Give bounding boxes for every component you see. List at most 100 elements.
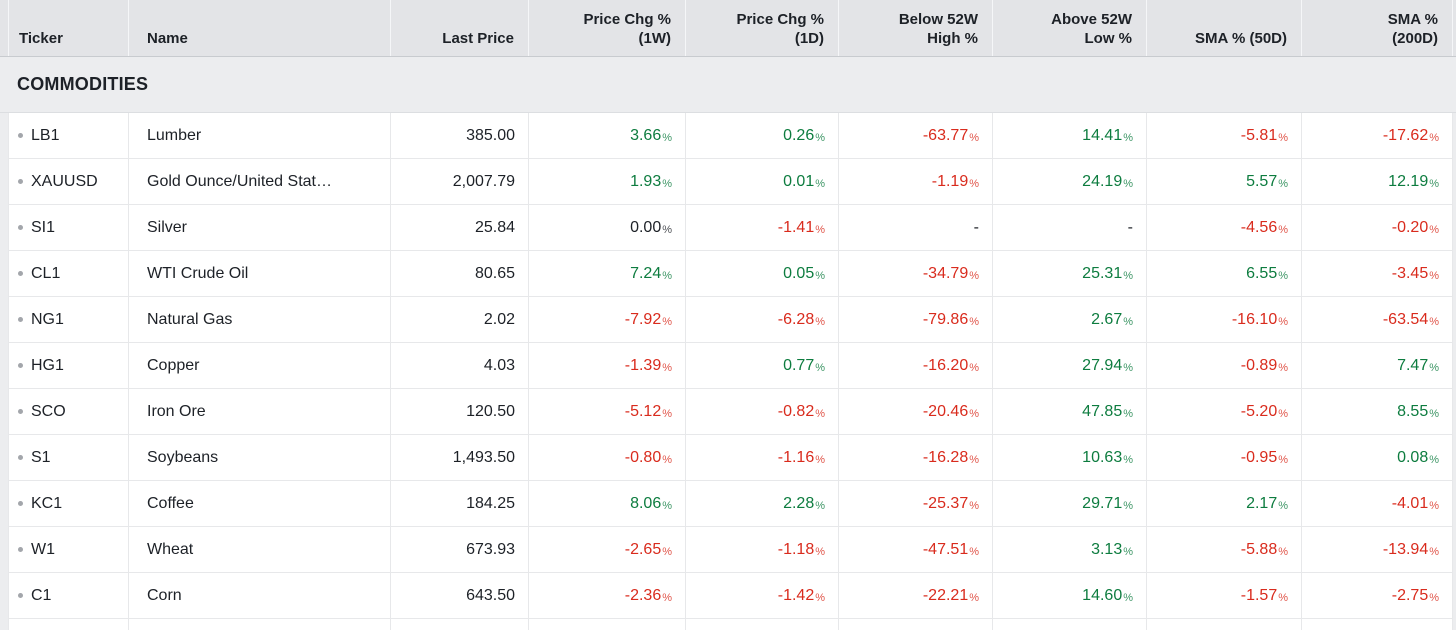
ticker-cell[interactable]: NG1 [8, 297, 128, 343]
price-chg-1d-cell: -1.41% [685, 205, 838, 251]
percent-sign: % [662, 315, 672, 328]
percent-sign: % [1429, 499, 1439, 512]
column-header-price-chg-1d[interactable]: Price Chg % (1D) [685, 0, 838, 56]
table-row-lb1[interactable]: LB1 Lumber 385.00 3.66% 0.26% -63.77% 14.41% -5… [0, 113, 1456, 159]
pct-value: -1.57 [1240, 586, 1278, 604]
table-row-s1[interactable]: S1 Soybeans 1,493.50 -0.80% -1.16% -16.28% 10.… [0, 435, 1456, 481]
ticker-label: S1 [31, 448, 51, 466]
below-52w-high-cell: -20.46% [838, 389, 992, 435]
pct-value: -1.19 [931, 172, 969, 190]
column-header-label: Above 52W Low % [1051, 11, 1132, 47]
ticker-cell[interactable]: HG1 [8, 343, 128, 389]
below-52w-high-cell: - [838, 205, 992, 251]
last-price: 2.02 [483, 310, 515, 328]
pct-value: 12.19 [1388, 172, 1429, 190]
percent-sign: % [1123, 499, 1133, 512]
pct-value: -16.28 [922, 448, 969, 466]
ticker-label: CL1 [31, 264, 61, 282]
sma-200d-cell: 7.47% [1301, 343, 1453, 389]
percent-sign: % [1278, 453, 1288, 466]
last-price: 4.03 [483, 356, 515, 374]
column-header-above-52w-low[interactable]: Above 52W Low % [992, 0, 1146, 56]
above-52w-low-cell: 25.31% [992, 251, 1146, 297]
column-header-sma-200d[interactable]: SMA % (200D) [1301, 0, 1453, 56]
pct-value: 29.71 [1082, 494, 1123, 512]
percent-sign: % [1278, 223, 1288, 236]
last-price: 80.65 [474, 264, 515, 282]
table-row-hg1[interactable]: HG1 Copper 4.03 -1.39% 0.77% -16.20% 27.94% -0.… [0, 343, 1456, 389]
last-price-cell: 2.02 [390, 297, 528, 343]
percent-sign: % [1123, 453, 1133, 466]
instrument-name: Silver [147, 218, 188, 236]
below-52w-high-cell: -22.21% [838, 573, 992, 619]
ticker-label: XAUUSD [31, 172, 98, 190]
pct-value: -0.80 [624, 448, 662, 466]
table-row-xauusd[interactable]: XAUUSD Gold Ounce/United Stat… 2,007.79 1.9… [0, 159, 1456, 205]
column-header-sma-50d[interactable]: SMA % (50D) [1146, 0, 1301, 56]
price-chg-1w-cell: 0.00% [528, 205, 685, 251]
instrument-name: Lumber [147, 126, 202, 144]
ticker-label: LB1 [31, 126, 60, 144]
table-row-cl1[interactable]: CL1 WTI Crude Oil 80.65 7.24% 0.05% -34.79% 25… [0, 251, 1456, 297]
ticker-cell[interactable]: XAUUSD [8, 159, 128, 205]
table-row-w1[interactable]: W1 Wheat 673.93 -2.65% -1.18% -47.51% 3.13% -5.… [0, 527, 1456, 573]
pct-value: 3.66 [630, 126, 662, 144]
price-chg-1d-cell: -1.42% [685, 573, 838, 619]
pct-value: -47.51 [922, 540, 969, 558]
instrument-name: Coffee [147, 494, 194, 512]
price-chg-1d-cell: 2.28% [685, 481, 838, 527]
pct-value: -0.82 [777, 402, 815, 420]
ticker-cell[interactable]: KC1 [8, 481, 128, 527]
price-chg-1d-cell: 0.05% [685, 251, 838, 297]
column-header-below-52w-high[interactable]: Below 52W High % [838, 0, 992, 56]
column-header-name[interactable]: Name [128, 0, 390, 56]
column-header-last-price[interactable]: Last Price [390, 0, 528, 56]
ticker-cell[interactable]: S1 [8, 435, 128, 481]
ticker-cell[interactable]: CL1 [8, 251, 128, 297]
table-row-si1[interactable]: SI1 Silver 25.84 0.00% -1.41% - - -4.56% -0.20% [0, 205, 1456, 251]
price-chg-1d-cell: 0.77% [685, 343, 838, 389]
above-52w-low-cell: - [992, 205, 1146, 251]
pct-value: 14.60 [1082, 586, 1123, 604]
section-title: COMMODITIES [17, 74, 149, 94]
percent-sign: % [969, 545, 979, 558]
percent-sign: % [1429, 361, 1439, 374]
table-row-ng1[interactable]: NG1 Natural Gas 2.02 -7.92% -6.28% -79.86% 2.6… [0, 297, 1456, 343]
pct-value: -5.88 [1240, 540, 1278, 558]
instrument-name-cell: Coffee [128, 481, 390, 527]
column-header-price-chg-1w[interactable]: Price Chg % (1W) [528, 0, 685, 56]
instrument-name-cell: WTI Crude Oil [128, 251, 390, 297]
pct-value: -17.62 [1382, 126, 1429, 144]
ticker-cell[interactable]: C1 [8, 573, 128, 619]
instrument-name-cell: Iron Ore [128, 389, 390, 435]
ticker-cell[interactable]: SCO [8, 389, 128, 435]
table-row-c1[interactable]: C1 Corn 643.50 -2.36% -1.42% -22.21% 14.60% -1.… [0, 573, 1456, 619]
percent-sign: % [815, 361, 825, 374]
empty-cell [390, 619, 528, 630]
pct-value: -2.75 [1391, 586, 1429, 604]
left-gutter [0, 481, 8, 527]
table-row-sco[interactable]: SCO Iron Ore 120.50 -5.12% -0.82% -20.46% 47.8… [0, 389, 1456, 435]
column-header-ticker[interactable]: Ticker [8, 0, 128, 56]
below-52w-high-cell: -16.20% [838, 343, 992, 389]
percent-sign: % [969, 269, 979, 282]
percent-sign: % [1429, 223, 1439, 236]
pct-value: -1.42 [777, 586, 815, 604]
ticker-cell[interactable]: SI1 [8, 205, 128, 251]
table-row-kc1[interactable]: KC1 Coffee 184.25 8.06% 2.28% -25.37% 29.71% 2.… [0, 481, 1456, 527]
pct-value: -79.86 [922, 310, 969, 328]
percent-sign: % [1123, 315, 1133, 328]
percent-sign: % [1429, 315, 1439, 328]
percent-sign: % [969, 361, 979, 374]
sma-50d-cell: -1.57% [1146, 573, 1301, 619]
instrument-name: Natural Gas [147, 310, 233, 328]
instrument-name: Soybeans [147, 448, 219, 466]
left-gutter [0, 113, 8, 159]
column-header-label: Price Chg % (1D) [736, 11, 824, 47]
ticker-cell[interactable]: LB1 [8, 113, 128, 159]
ticker-cell[interactable]: W1 [8, 527, 128, 573]
empty-cell [685, 619, 838, 630]
pct-value: -16.20 [922, 356, 969, 374]
percent-sign: % [1429, 453, 1439, 466]
percent-sign: % [662, 223, 672, 236]
